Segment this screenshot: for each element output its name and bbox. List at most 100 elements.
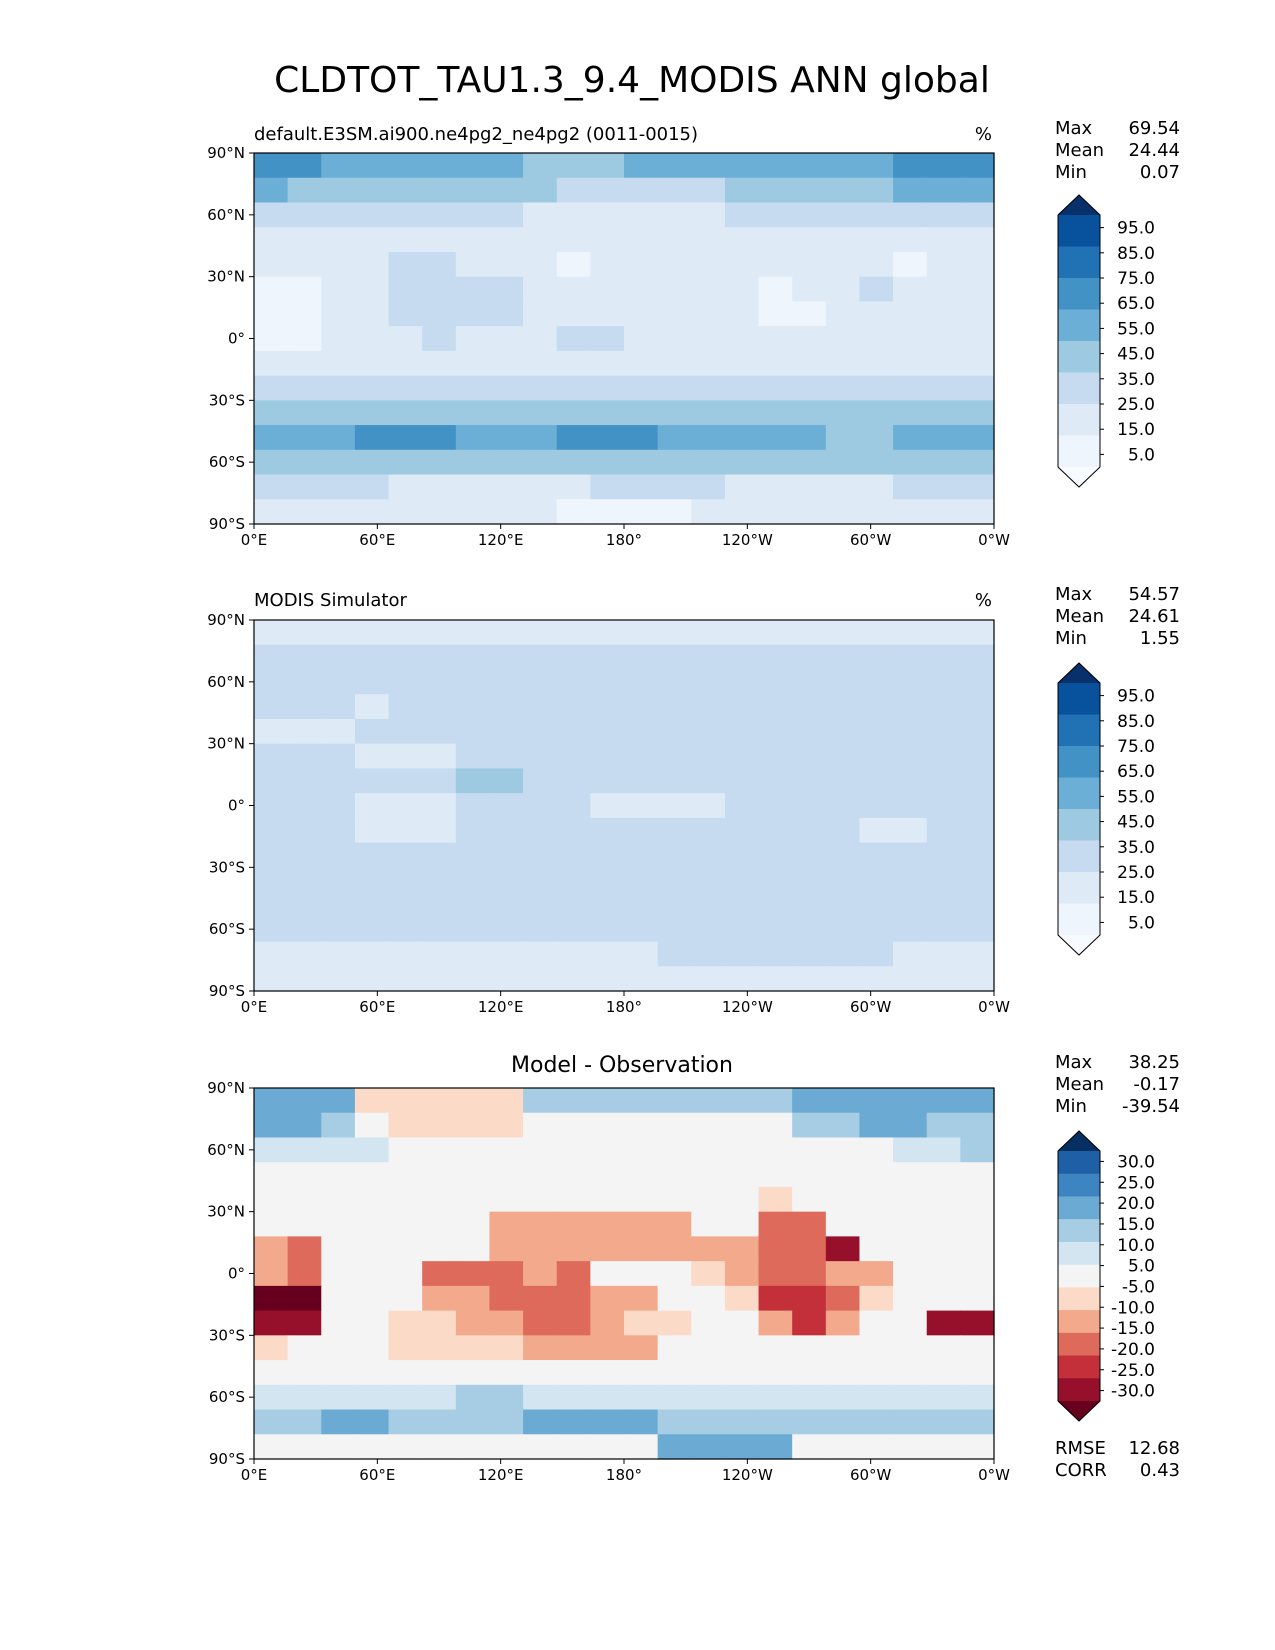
map-cell <box>624 768 659 794</box>
stat-value: 1.55 <box>1140 628 1180 649</box>
map-cell <box>523 718 558 745</box>
colorbar-extension-top <box>1058 1131 1100 1151</box>
map-cell <box>388 375 423 401</box>
y-tick-label: 60°N <box>207 1141 245 1159</box>
panel-difference-colorbar: 30.025.020.015.010.05.0-5.0-10.0-15.0-20… <box>1057 1130 1155 1422</box>
map-cell <box>254 941 289 967</box>
map-cell <box>691 817 726 844</box>
map-cell <box>523 916 558 943</box>
map-cell <box>624 1285 659 1312</box>
map-cell <box>624 449 659 476</box>
map-cell <box>657 400 692 426</box>
map-cell <box>893 1261 928 1287</box>
map-cell <box>455 768 491 794</box>
colorbar-label: 20.0 <box>1117 1194 1155 1214</box>
map-cell <box>926 1434 961 1460</box>
map-cell <box>422 1310 457 1336</box>
map-cell <box>624 1434 659 1460</box>
stat-value: 0.07 <box>1140 162 1180 183</box>
map-cell <box>523 620 558 646</box>
colorbar-label: 35.0 <box>1117 370 1155 390</box>
colorbar-segment <box>1058 840 1100 873</box>
map-cell <box>287 400 322 426</box>
map-cell <box>825 474 861 500</box>
map-cell <box>960 375 995 401</box>
map-cell <box>960 966 995 992</box>
map-cell <box>489 177 524 204</box>
map-cell <box>455 227 491 253</box>
map-cell <box>254 966 289 992</box>
map-cell <box>792 227 827 253</box>
map-cell <box>455 301 491 327</box>
map-cell <box>556 793 591 819</box>
map-cell <box>825 1137 861 1163</box>
map-cell <box>624 1112 659 1139</box>
map-cell <box>523 743 558 769</box>
map-cell <box>455 375 491 401</box>
map-cell <box>523 251 558 278</box>
map-cell <box>758 301 793 327</box>
map-cell <box>691 867 726 893</box>
map-cell <box>825 966 861 992</box>
map-cell <box>724 1088 760 1114</box>
map-cell <box>489 251 524 278</box>
map-cell <box>321 1285 356 1312</box>
map-cell <box>254 1211 289 1237</box>
map-cell <box>254 202 289 228</box>
map-cell <box>388 768 423 794</box>
map-cell <box>489 892 524 918</box>
y-tick-label: 60°N <box>207 206 245 224</box>
map-cell <box>455 1409 491 1435</box>
map-cell <box>590 1162 625 1188</box>
map-cell <box>287 768 322 794</box>
map-cell <box>724 1236 760 1262</box>
map-cell <box>489 1236 524 1262</box>
map-cell <box>422 669 457 695</box>
map-cell <box>926 499 961 525</box>
map-cell <box>859 1088 894 1114</box>
map-cell <box>354 1384 390 1411</box>
x-tick-label: 0°E <box>241 998 268 1016</box>
panel-difference: Model - Observation 0°E 60°E 120°E 180° 120°… <box>207 1052 1180 1484</box>
map-cell <box>758 425 793 451</box>
map-cell <box>556 153 591 179</box>
map-cell <box>960 1162 995 1188</box>
map-cell <box>758 1285 793 1312</box>
map-cell <box>523 966 558 992</box>
map-cell <box>287 1236 322 1262</box>
map-cell <box>489 1162 524 1188</box>
map-cell <box>960 842 995 868</box>
map-cell <box>624 842 659 868</box>
y-tick-label: 60°S <box>209 1388 245 1406</box>
colorbar-segment <box>1058 341 1100 373</box>
map-cell <box>590 941 625 967</box>
y-tick-label: 90°S <box>209 1450 245 1468</box>
map-cell <box>758 1335 793 1361</box>
colorbar-segment <box>1058 809 1100 841</box>
panel-model-y-axis: 90°N 60°N 30°N 0° 30°S 60°S 90°S <box>207 144 254 533</box>
map-cell <box>792 474 827 500</box>
map-cell <box>556 425 591 451</box>
map-cell <box>624 892 659 918</box>
map-cell <box>691 620 726 646</box>
map-cell <box>354 326 390 352</box>
map-cell <box>422 153 457 179</box>
map-cell <box>523 1285 558 1312</box>
map-cell <box>422 1261 457 1287</box>
map-cell <box>724 1285 760 1312</box>
map-cell <box>287 449 322 476</box>
map-cell <box>354 1360 390 1386</box>
y-tick-label: 30°S <box>209 858 245 876</box>
map-cell <box>758 1409 793 1435</box>
map-cell <box>893 916 928 943</box>
map-cell <box>825 892 861 918</box>
map-cell <box>624 1310 659 1336</box>
map-cell <box>590 499 625 525</box>
map-cell <box>691 326 726 352</box>
map-cell <box>287 350 322 377</box>
map-cell <box>354 1112 390 1139</box>
map-cell <box>825 1310 861 1336</box>
map-cell <box>455 425 491 451</box>
map-cell <box>388 177 423 204</box>
